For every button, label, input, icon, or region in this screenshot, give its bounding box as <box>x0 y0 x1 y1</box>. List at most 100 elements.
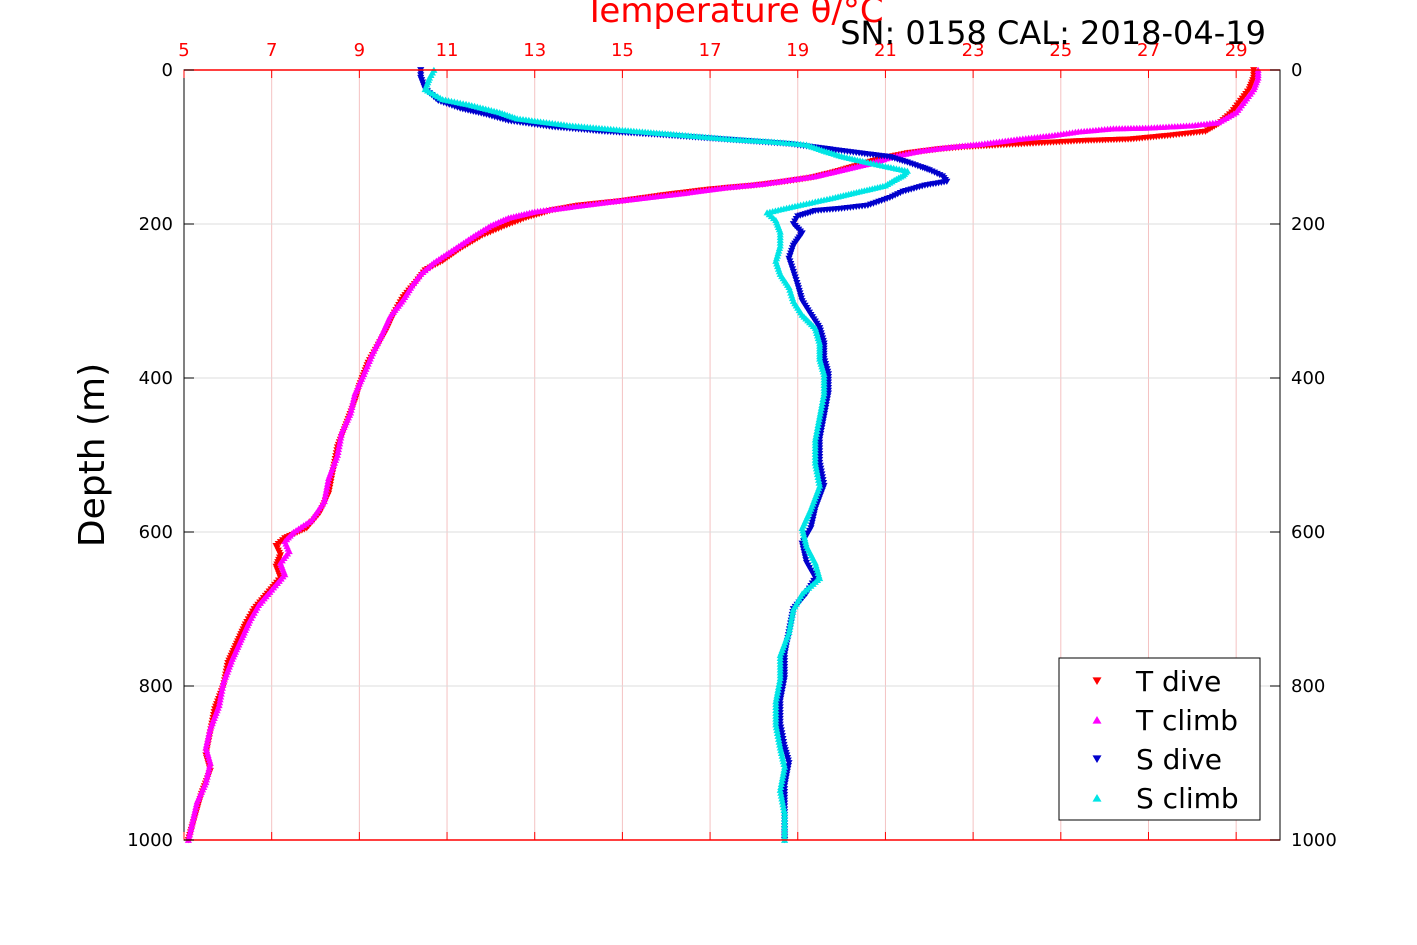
data-point <box>786 623 794 630</box>
data-point <box>772 724 780 731</box>
data-point <box>338 428 346 435</box>
series-s-climb <box>421 66 911 843</box>
data-point <box>348 401 357 408</box>
chart-subtitle: SN: 0158 CAL: 2018-04-19 <box>840 14 1266 52</box>
data-point <box>778 752 786 759</box>
data-point <box>814 473 822 481</box>
data-point <box>818 398 827 405</box>
y-tick-label-right: 600 <box>1291 522 1325 543</box>
x-tick-label: 5 <box>178 40 189 61</box>
data-point <box>191 806 199 813</box>
data-point <box>814 419 823 426</box>
y-tick-label-left: 400 <box>139 368 173 389</box>
data-point <box>774 686 782 693</box>
data-point <box>813 471 822 478</box>
legend-marker <box>1092 677 1102 686</box>
ticks <box>183 69 1280 841</box>
data-point <box>776 741 784 748</box>
y-tick-labels-left: 0 200 400 600 800 1000 <box>127 60 173 851</box>
data-point <box>187 825 195 832</box>
data-point <box>187 823 196 830</box>
data-point <box>206 762 214 769</box>
x-tick-label: 11 <box>436 40 459 61</box>
data-point <box>349 398 357 405</box>
x-tick-label: 15 <box>611 40 634 61</box>
data-point <box>203 773 211 780</box>
data-point <box>348 403 356 411</box>
data-point <box>774 732 782 739</box>
data-point <box>322 486 331 493</box>
data-point <box>218 684 226 691</box>
data-point <box>817 404 825 411</box>
data-point <box>335 443 343 450</box>
x-tick-label: 19 <box>786 40 809 61</box>
data-point <box>205 765 213 772</box>
data-point <box>204 733 213 740</box>
data-point <box>190 812 198 819</box>
y-tick-label-right: 800 <box>1291 676 1325 697</box>
data-point <box>778 778 786 785</box>
y-axis-label: Depth (m) <box>72 363 113 547</box>
y-tick-label-right: 1000 <box>1291 830 1337 851</box>
data-point <box>323 483 331 490</box>
data-point <box>780 806 788 814</box>
y-tick-label-left: 800 <box>139 676 173 697</box>
data-point <box>813 424 822 431</box>
data-point <box>818 401 826 408</box>
legend-marker <box>1092 793 1102 802</box>
data-point <box>186 828 194 835</box>
data-point <box>775 738 783 745</box>
y-tick-label-right: 200 <box>1291 214 1325 235</box>
data-point <box>206 759 214 766</box>
data-point <box>777 792 785 799</box>
data-point <box>779 772 787 779</box>
data-point <box>779 801 787 808</box>
data-point <box>811 459 819 466</box>
y-tick-label-right: 0 <box>1291 60 1302 81</box>
data-point <box>814 476 823 483</box>
x-tick-label: 7 <box>266 40 277 61</box>
data-point <box>204 770 212 777</box>
data-point <box>206 727 214 734</box>
data-point <box>778 795 786 802</box>
series-layer <box>184 66 1262 844</box>
data-point <box>186 831 194 838</box>
data-point <box>772 695 780 702</box>
data-point <box>206 725 214 732</box>
y-tick-label-left: 1000 <box>127 830 173 851</box>
data-point <box>819 393 828 400</box>
data-point <box>218 687 226 694</box>
data-point <box>325 474 333 481</box>
data-point <box>193 798 201 805</box>
data-point <box>189 817 197 824</box>
data-point <box>191 809 199 816</box>
data-point <box>776 786 784 793</box>
data-point <box>216 699 224 706</box>
data-point <box>812 465 820 472</box>
x-tick-label: 13 <box>523 40 546 61</box>
data-point <box>787 617 795 624</box>
data-point <box>336 437 344 444</box>
data-point <box>776 675 784 682</box>
y-tick-label-left: 600 <box>139 522 173 543</box>
y-tick-label-right: 400 <box>1291 368 1325 389</box>
data-point <box>788 614 796 621</box>
data-point <box>321 492 329 499</box>
data-point <box>777 783 785 790</box>
legend-marker <box>1092 755 1102 764</box>
data-point <box>192 801 201 808</box>
data-point <box>814 421 822 429</box>
data-point <box>779 758 787 765</box>
data-point <box>188 820 196 827</box>
data-point <box>334 448 342 455</box>
data-point <box>202 741 211 748</box>
legend-items: T dive T climb S dive S climb <box>1092 665 1239 815</box>
x-tick-label: 27 <box>1137 40 1160 61</box>
data-point <box>789 605 797 612</box>
data-point <box>781 763 789 770</box>
data-point <box>324 477 332 484</box>
data-point <box>336 440 344 447</box>
x-tick-label: 17 <box>699 40 722 61</box>
data-point <box>813 468 821 475</box>
